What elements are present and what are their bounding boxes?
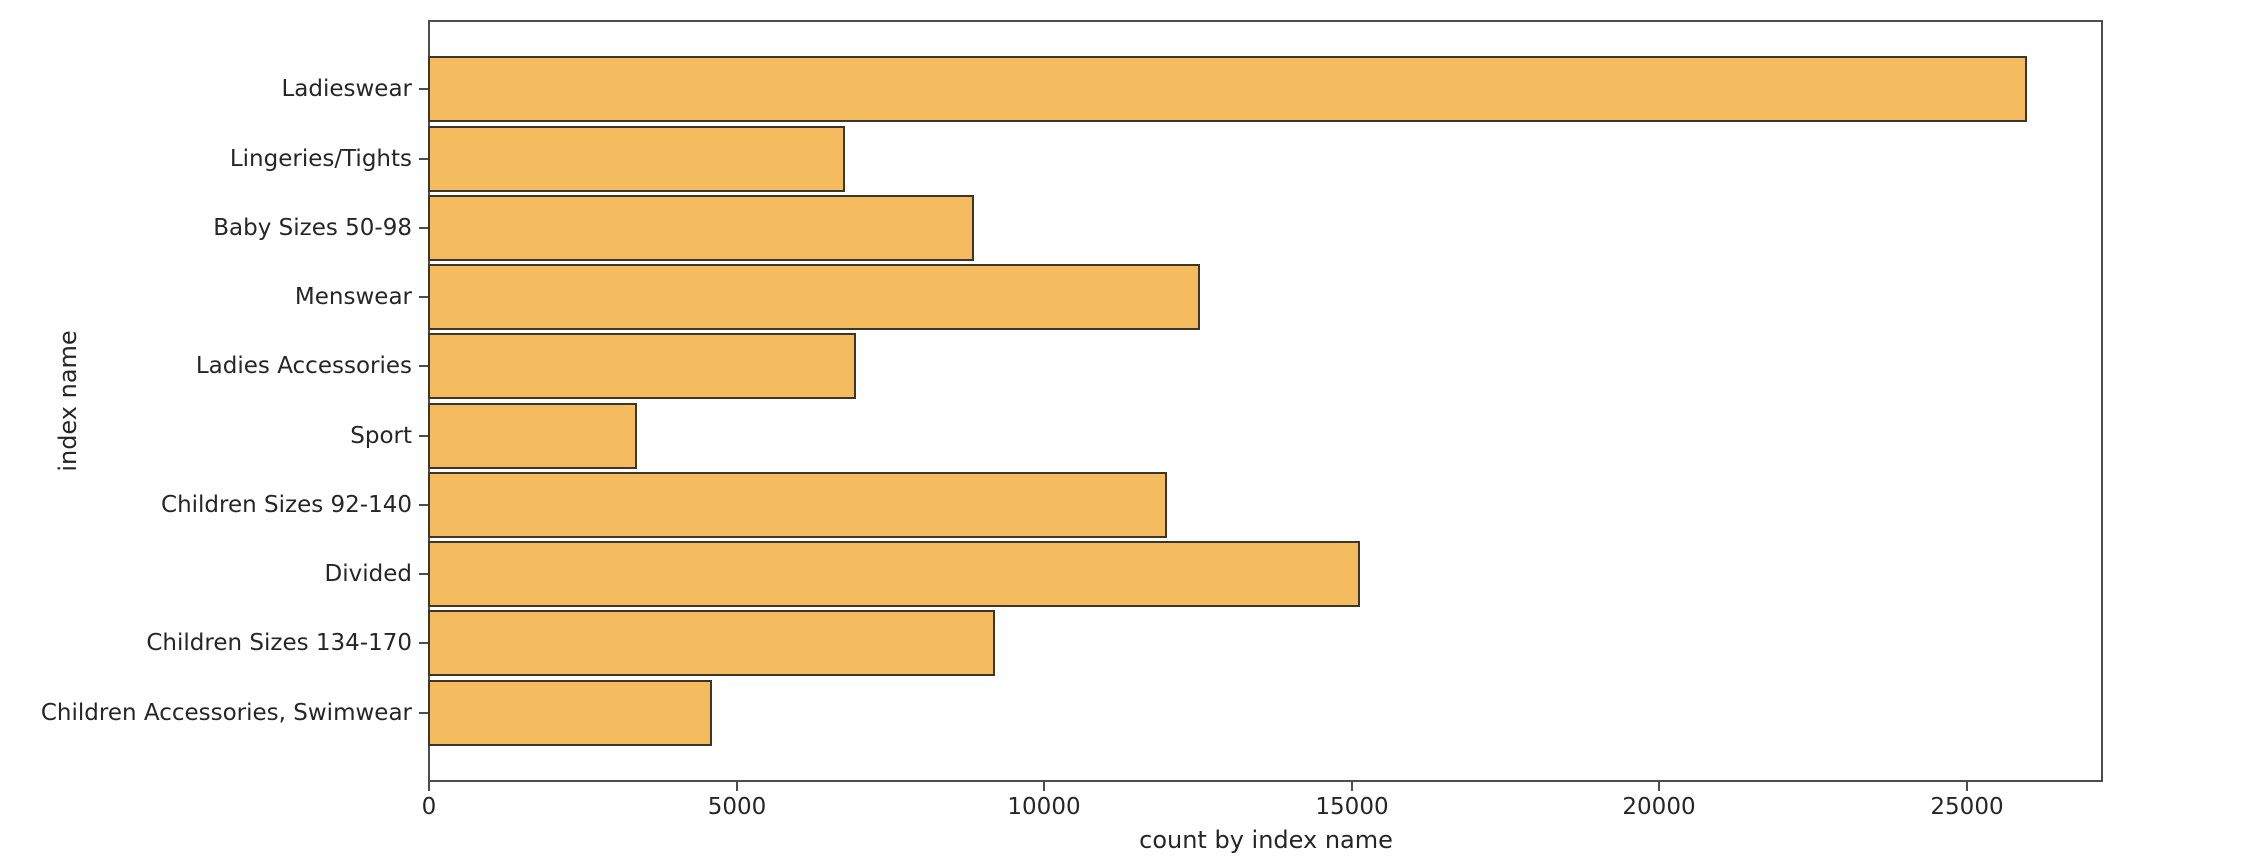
bar-ladieswear	[428, 56, 2027, 122]
x-tick-label: 20000	[1622, 794, 1696, 820]
x-tick-mark	[1351, 782, 1353, 791]
x-tick-mark	[736, 782, 738, 791]
y-tick-mark	[419, 435, 428, 437]
bar-children-sizes-92-140	[428, 472, 1167, 538]
y-tick-label: Ladieswear	[281, 76, 412, 102]
y-tick-label: Children Accessories, Swimwear	[40, 700, 412, 726]
bar-children-accessories-swimwear	[428, 680, 712, 746]
x-tick-label: 5000	[707, 794, 767, 820]
bar-ladies-accessories	[428, 333, 856, 399]
bar-baby-sizes-50-98	[428, 195, 974, 261]
x-tick-label: 10000	[1007, 794, 1081, 820]
y-tick-mark	[419, 88, 428, 90]
x-tick-mark	[428, 782, 430, 791]
y-tick-label: Baby Sizes 50-98	[213, 215, 412, 241]
y-tick-mark	[419, 365, 428, 367]
y-tick-label: Sport	[350, 423, 412, 449]
y-tick-label: Lingeries/Tights	[229, 146, 412, 172]
bar-sport	[428, 403, 637, 469]
x-tick-mark	[1966, 782, 1968, 791]
y-tick-mark	[419, 296, 428, 298]
bar-divided	[428, 541, 1360, 607]
y-tick-mark	[419, 158, 428, 160]
y-tick-mark	[419, 573, 428, 575]
y-tick-mark	[419, 712, 428, 714]
y-axis-title: index name	[54, 330, 82, 472]
x-tick-label: 15000	[1315, 794, 1389, 820]
bar-children-sizes-134-170	[428, 610, 995, 676]
y-tick-mark	[419, 227, 428, 229]
bar-menswear	[428, 264, 1200, 330]
y-tick-label: Ladies Accessories	[195, 353, 412, 379]
y-tick-mark	[419, 642, 428, 644]
y-tick-mark	[419, 504, 428, 506]
y-tick-label: Children Sizes 92-140	[161, 492, 412, 518]
x-tick-mark	[1658, 782, 1660, 791]
x-axis-title: count by index name	[1139, 826, 1393, 854]
y-tick-label: Children Sizes 134-170	[146, 630, 412, 656]
x-tick-label: 25000	[1930, 794, 2004, 820]
x-tick-mark	[1043, 782, 1045, 791]
y-tick-label: Menswear	[294, 284, 412, 310]
x-tick-label: 0	[421, 794, 437, 820]
y-tick-label: Divided	[324, 561, 412, 587]
bar-lingeries-tights	[428, 126, 845, 192]
